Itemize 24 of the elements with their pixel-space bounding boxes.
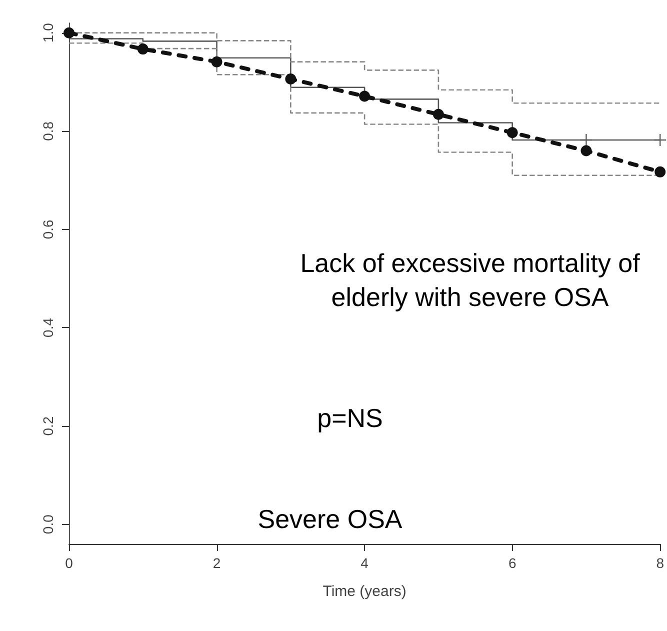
point [359, 90, 370, 102]
annotation: p=NS [317, 403, 383, 433]
y-tick-label: 0.6 [40, 219, 56, 240]
point [64, 27, 74, 38]
annotation: Lack of excessive mortality of elderly with severe OSA [300, 248, 641, 312]
x-tick-label: 0 [65, 555, 74, 571]
y-tick-label: 0.2 [40, 416, 56, 436]
point [432, 108, 444, 120]
point [211, 56, 222, 68]
x-tick-label: 2 [212, 555, 221, 571]
y-tick-label: 0.0 [40, 514, 56, 534]
point [285, 74, 296, 85]
y-tick-label: 1.0 [40, 22, 56, 43]
y-tick-label: 0.4 [40, 318, 56, 338]
x-tick-label: 6 [508, 555, 516, 571]
x-tick-label: 8 [656, 555, 664, 571]
point [580, 145, 592, 156]
annotation: Severe OSA [258, 504, 403, 534]
y-tick-label: 0.8 [40, 121, 56, 141]
point [137, 44, 148, 55]
point [654, 166, 666, 178]
x-axis-title: Time (years) [322, 583, 406, 600]
point [506, 127, 518, 138]
x-tick-label: 4 [360, 555, 369, 571]
